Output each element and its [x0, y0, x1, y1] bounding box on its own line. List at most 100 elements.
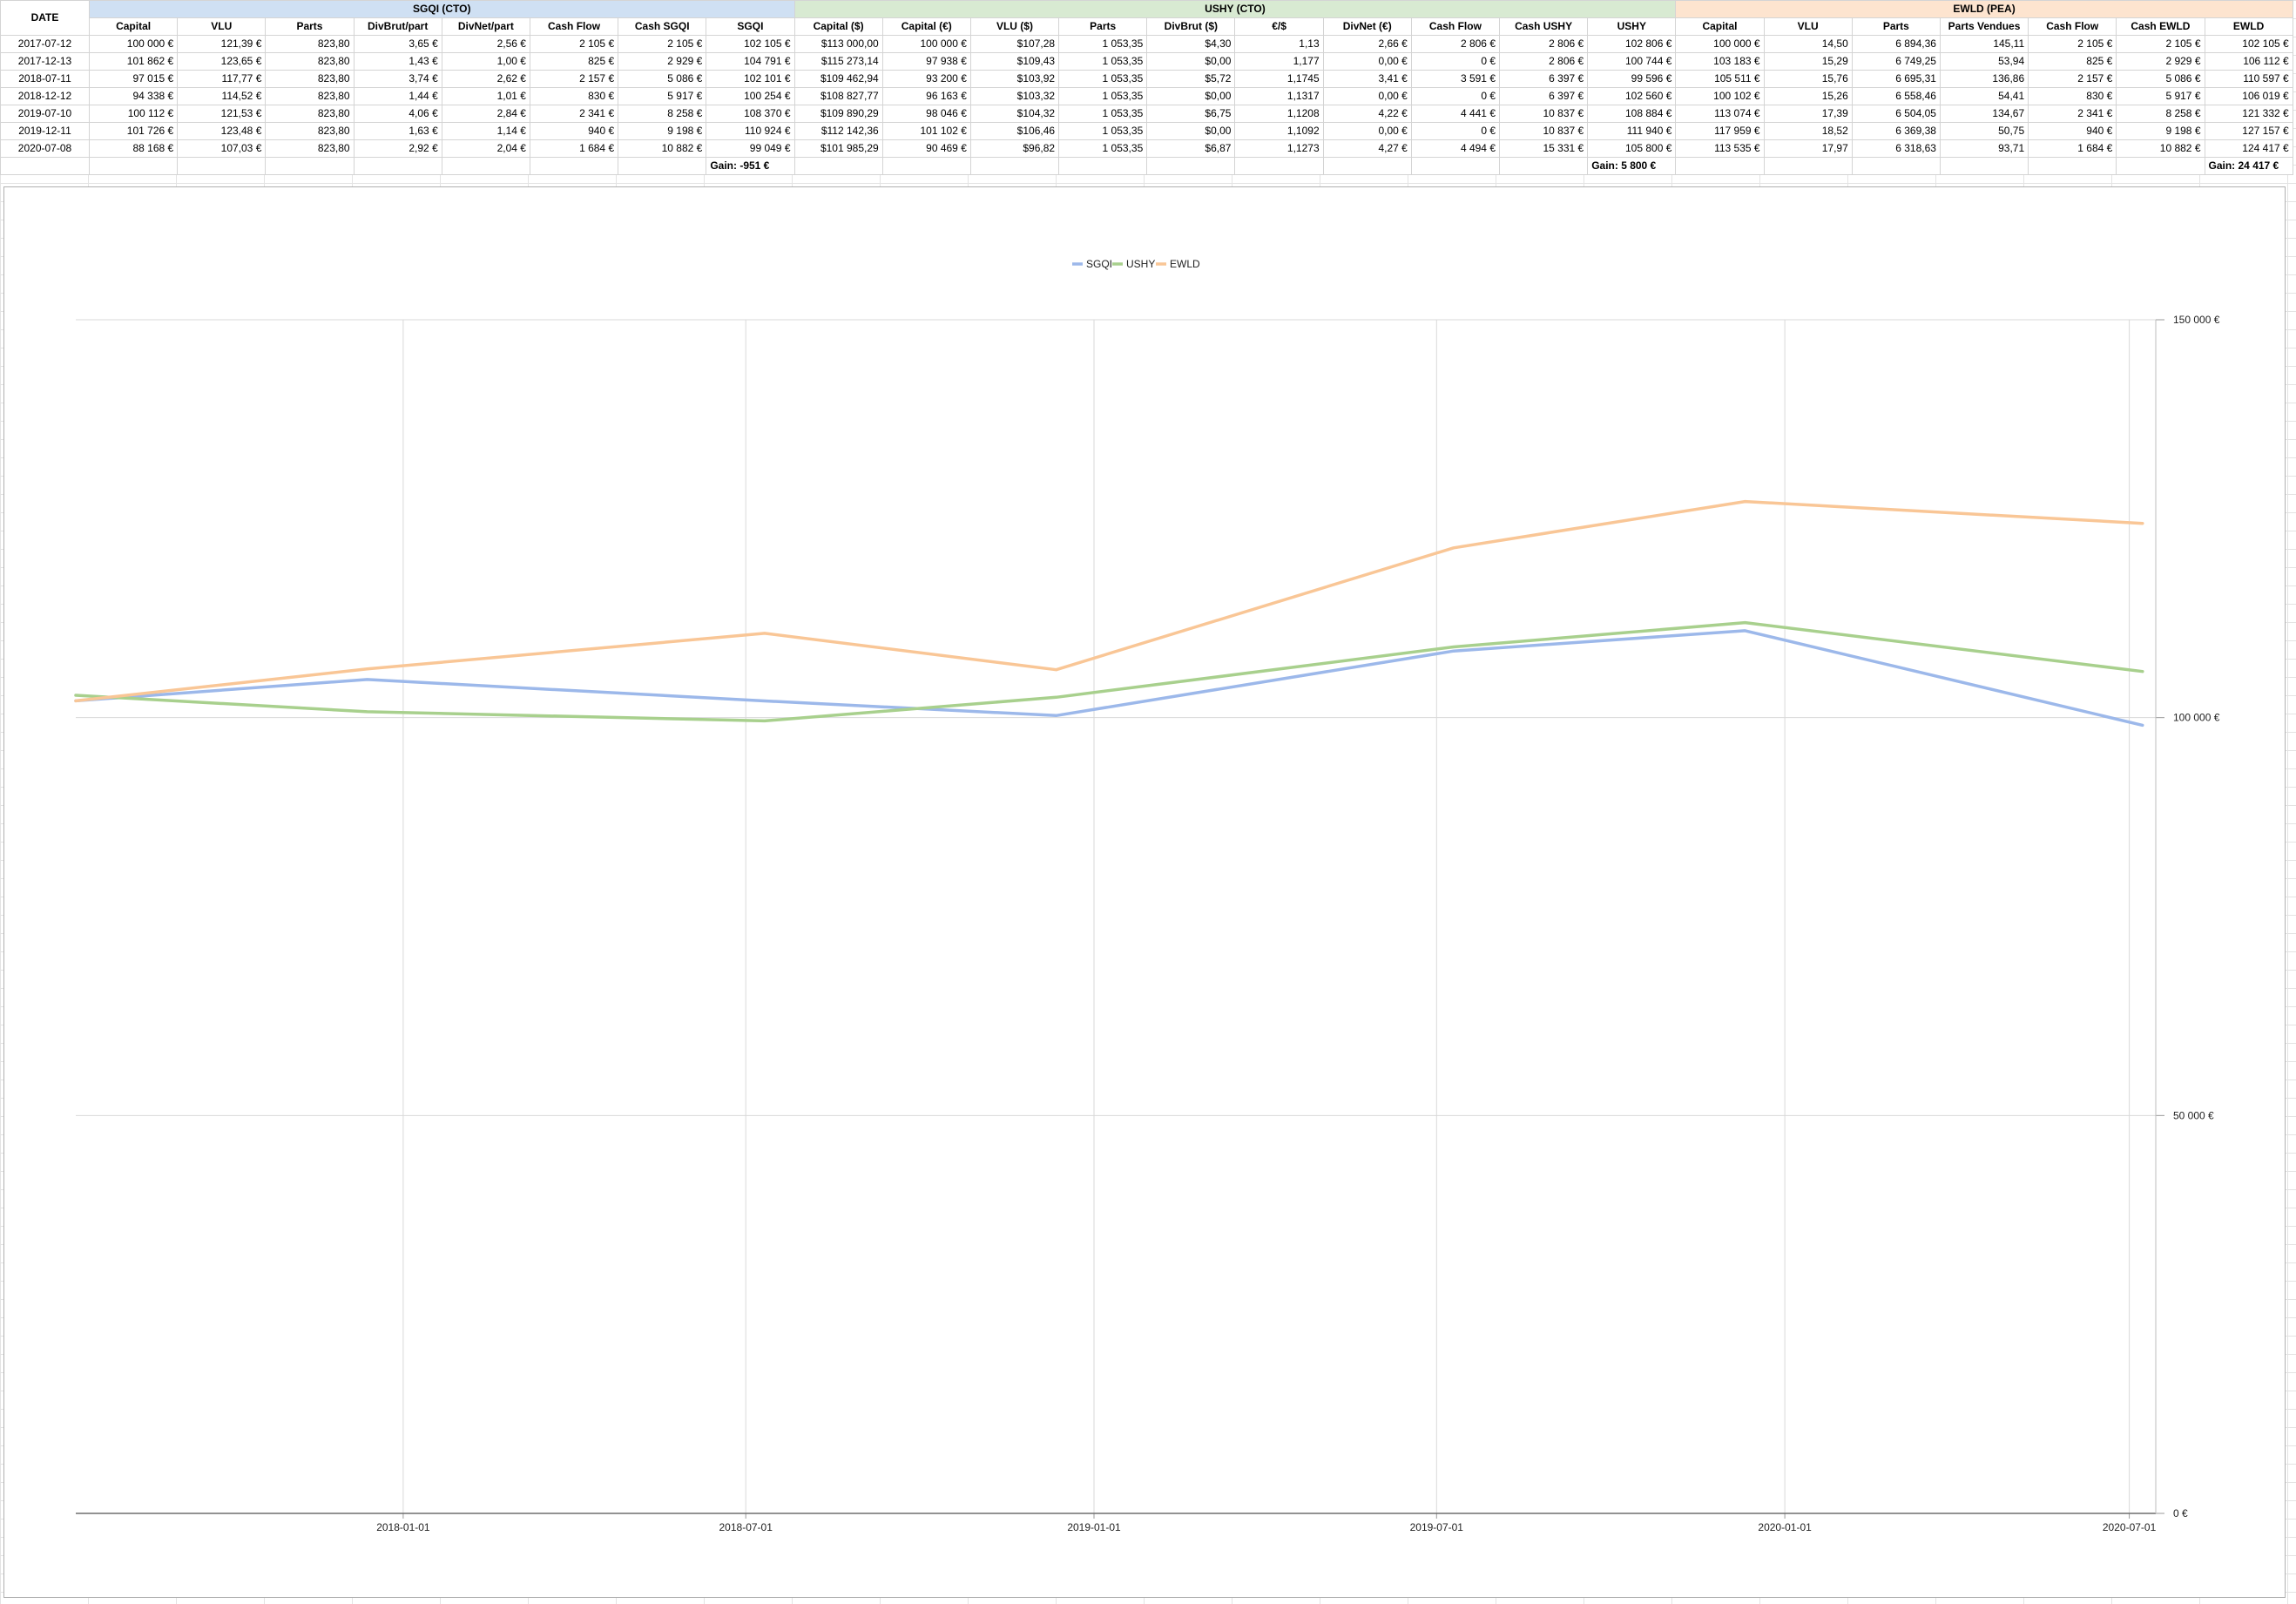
data-cell[interactable]: 1,01 €	[441, 87, 530, 105]
empty-cell[interactable]	[1939, 157, 2029, 175]
data-cell[interactable]: 2 806 €	[1410, 35, 1501, 53]
column-header-cell[interactable]: Capital ($)	[793, 17, 883, 36]
data-cell[interactable]: 108 884 €	[1587, 105, 1677, 123]
column-header-cell[interactable]: Capital	[1675, 17, 1765, 36]
data-cell[interactable]: 2,62 €	[441, 70, 530, 88]
data-cell[interactable]: 98 046 €	[881, 105, 971, 123]
data-cell[interactable]: 5 086 €	[2116, 70, 2205, 88]
data-cell[interactable]: $96,82	[969, 139, 1060, 158]
empty-cell[interactable]	[529, 157, 619, 175]
data-cell[interactable]: 124 417 €	[2204, 139, 2293, 158]
line-chart[interactable]: 0 € 50 000 € 100 000 € 150 000 € 2018-01-01 2…	[3, 186, 2286, 1598]
data-cell[interactable]: 100 112 €	[88, 105, 179, 123]
data-cell[interactable]: 823,80	[265, 105, 355, 123]
empty-cell[interactable]	[793, 157, 883, 175]
data-cell[interactable]: 4,27 €	[1322, 139, 1412, 158]
data-cell[interactable]: $113 000,00	[793, 35, 883, 53]
data-cell[interactable]: 823,80	[265, 139, 355, 158]
data-cell[interactable]: 6 695,31	[1851, 70, 1941, 88]
data-cell[interactable]: 0,00 €	[1322, 87, 1412, 105]
data-cell[interactable]: 121 332 €	[2204, 105, 2293, 123]
data-cell[interactable]: 1 053,35	[1058, 70, 1148, 88]
data-cell[interactable]: 2,04 €	[441, 139, 530, 158]
data-cell[interactable]: 2,84 €	[441, 105, 530, 123]
data-cell[interactable]: $0,00	[1146, 87, 1236, 105]
data-cell[interactable]: 6 504,05	[1851, 105, 1941, 123]
data-cell[interactable]: 1 684 €	[2028, 139, 2117, 158]
data-cell[interactable]: 1,1317	[1234, 87, 1324, 105]
data-cell[interactable]: 1 053,35	[1058, 139, 1148, 158]
column-header-cell[interactable]: Cash Flow	[2028, 17, 2117, 36]
data-cell[interactable]: 6 397 €	[1498, 87, 1589, 105]
data-cell[interactable]: 4 494 €	[1410, 139, 1501, 158]
data-cell[interactable]: 6 369,38	[1851, 122, 1941, 140]
data-cell[interactable]: 113 535 €	[1675, 139, 1765, 158]
date-cell[interactable]: 2019-07-10	[0, 105, 90, 123]
data-cell[interactable]: 825 €	[2028, 52, 2117, 71]
data-cell[interactable]: 823,80	[265, 35, 355, 53]
column-header-cell[interactable]: DivBrut ($)	[1146, 17, 1236, 36]
data-cell[interactable]: 102 806 €	[1587, 35, 1677, 53]
date-header-cell[interactable]: DATE	[0, 0, 90, 36]
data-cell[interactable]: 1,1092	[1234, 122, 1324, 140]
group-header-cell[interactable]: USHY (CTO)	[793, 0, 1677, 18]
empty-cell[interactable]	[1763, 157, 1853, 175]
data-cell[interactable]: 97 015 €	[88, 70, 179, 88]
data-cell[interactable]: 2,56 €	[441, 35, 530, 53]
column-header-cell[interactable]: Parts	[1058, 17, 1148, 36]
data-cell[interactable]: 15,26	[1763, 87, 1853, 105]
data-cell[interactable]: $6,87	[1146, 139, 1236, 158]
data-cell[interactable]: 1 053,35	[1058, 105, 1148, 123]
data-cell[interactable]: 1,13	[1234, 35, 1324, 53]
data-cell[interactable]: $4,30	[1146, 35, 1236, 53]
empty-cell[interactable]	[1322, 157, 1412, 175]
column-header-cell[interactable]: Cash USHY	[1498, 17, 1589, 36]
data-cell[interactable]: 101 102 €	[881, 122, 971, 140]
data-cell[interactable]: 1,44 €	[353, 87, 442, 105]
data-cell[interactable]: 2 157 €	[2028, 70, 2117, 88]
data-cell[interactable]: 102 105 €	[706, 35, 795, 53]
data-cell[interactable]: 3 591 €	[1410, 70, 1501, 88]
data-cell[interactable]: $104,32	[969, 105, 1060, 123]
data-cell[interactable]: $6,75	[1146, 105, 1236, 123]
data-cell[interactable]: 10 837 €	[1498, 122, 1589, 140]
data-cell[interactable]: 1,1208	[1234, 105, 1324, 123]
data-cell[interactable]: 100 254 €	[706, 87, 795, 105]
data-cell[interactable]: 3,74 €	[353, 70, 442, 88]
date-cell[interactable]: 2018-07-11	[0, 70, 90, 88]
data-cell[interactable]: 823,80	[265, 70, 355, 88]
data-cell[interactable]: $115 273,14	[793, 52, 883, 71]
data-cell[interactable]: 1 053,35	[1058, 52, 1148, 71]
date-cell[interactable]: 2018-12-12	[0, 87, 90, 105]
data-cell[interactable]: 15,76	[1763, 70, 1853, 88]
data-cell[interactable]: 145,11	[1939, 35, 2029, 53]
data-cell[interactable]: 4 441 €	[1410, 105, 1501, 123]
empty-cell[interactable]	[1675, 157, 1765, 175]
empty-cell[interactable]	[1851, 157, 1941, 175]
data-cell[interactable]: 127 157 €	[2204, 122, 2293, 140]
column-header-cell[interactable]: Cash SGQI	[618, 17, 707, 36]
data-cell[interactable]: 0 €	[1410, 52, 1501, 71]
data-cell[interactable]: 111 940 €	[1587, 122, 1677, 140]
group-header-cell[interactable]: EWLD (PEA)	[1675, 0, 2293, 18]
data-cell[interactable]: 123,48 €	[177, 122, 267, 140]
date-cell[interactable]: 2019-12-11	[0, 122, 90, 140]
data-cell[interactable]: 2 105 €	[2116, 35, 2205, 53]
column-header-cell[interactable]: €/$	[1234, 17, 1324, 36]
data-cell[interactable]: 101 726 €	[88, 122, 179, 140]
column-header-cell[interactable]: DivBrut/part	[353, 17, 442, 36]
data-cell[interactable]: 103 183 €	[1675, 52, 1765, 71]
empty-cell[interactable]	[881, 157, 971, 175]
data-cell[interactable]: 2 806 €	[1498, 52, 1589, 71]
data-cell[interactable]: 4,22 €	[1322, 105, 1412, 123]
data-cell[interactable]: 117 959 €	[1675, 122, 1765, 140]
data-cell[interactable]: 4,06 €	[353, 105, 442, 123]
data-cell[interactable]: 1 684 €	[529, 139, 619, 158]
data-cell[interactable]: 102 105 €	[2204, 35, 2293, 53]
empty-cell[interactable]	[1498, 157, 1589, 175]
data-cell[interactable]: 2 105 €	[2028, 35, 2117, 53]
column-header-cell[interactable]: DivNet/part	[441, 17, 530, 36]
empty-cell[interactable]	[265, 157, 355, 175]
data-cell[interactable]: 15 331 €	[1498, 139, 1589, 158]
data-cell[interactable]: 1,1745	[1234, 70, 1324, 88]
